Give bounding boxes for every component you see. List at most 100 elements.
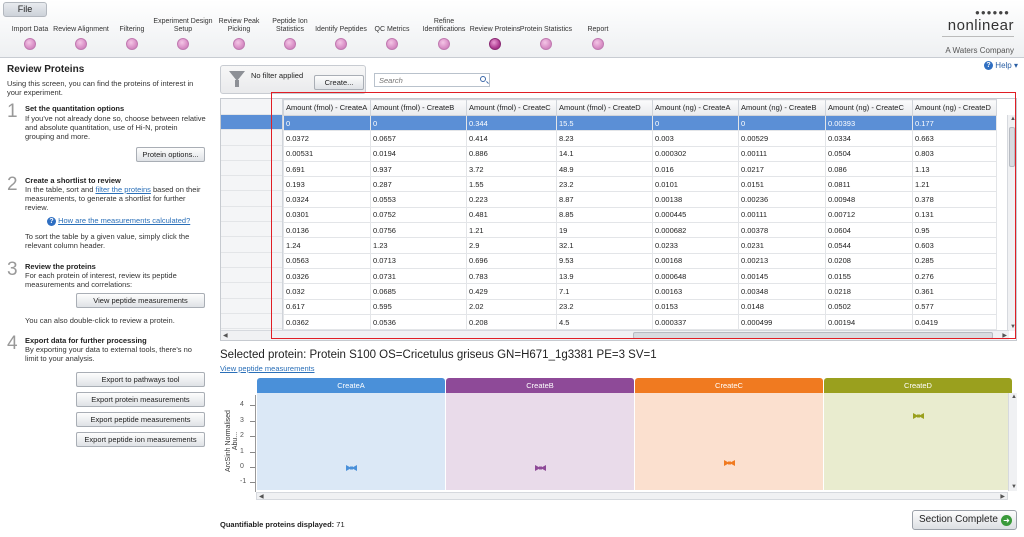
table-cell[interactable]: 0 — [370, 114, 467, 132]
create-filter-button[interactable]: Create... — [314, 75, 364, 90]
workflow-step[interactable]: Import Data — [0, 16, 60, 56]
table-cell[interactable]: 0.193 — [283, 176, 371, 193]
table-cell[interactable]: 0.0752 — [370, 206, 467, 224]
workflow-step[interactable]: Peptide Ion Statistics — [260, 16, 320, 56]
table-cell[interactable]: 0.603 — [912, 237, 997, 254]
scroll-up-icon[interactable]: ▲ — [1010, 116, 1016, 122]
table-cell[interactable]: 0.0101 — [652, 176, 739, 193]
vertical-scrollbar[interactable]: ▲ ▼ — [1007, 115, 1016, 331]
table-cell[interactable]: 0.000499 — [738, 313, 826, 331]
table-cell[interactable]: 0.0217 — [738, 160, 826, 178]
table-cell[interactable]: 7.1 — [556, 283, 653, 300]
workflow-step-dot[interactable] — [335, 38, 347, 50]
table-cell[interactable]: 0.0218 — [825, 283, 913, 300]
workflow-step[interactable]: Protein Statistics — [516, 16, 576, 56]
row-header-cell[interactable] — [221, 299, 282, 314]
table-cell[interactable]: 0.0563 — [283, 252, 371, 269]
search-input[interactable] — [375, 74, 475, 86]
table-cell[interactable]: 0 — [738, 114, 826, 132]
table-cell[interactable]: 0.0334 — [825, 130, 913, 147]
column-header[interactable]: Amount (fmol) - CreateA — [283, 99, 371, 116]
table-cell[interactable]: 0.000337 — [652, 313, 739, 331]
table-cell[interactable]: 0.00163 — [652, 283, 739, 300]
table-cell[interactable]: 0.0301 — [283, 206, 371, 224]
table-cell[interactable]: 1.13 — [912, 160, 997, 178]
table-cell[interactable]: 4.5 — [556, 313, 653, 331]
table-cell[interactable]: 0.00393 — [825, 114, 913, 132]
abundance-marker[interactable] — [346, 464, 357, 471]
table-cell[interactable]: 0.0756 — [370, 222, 467, 239]
column-header[interactable]: Amount (ng) - CreateD — [912, 99, 997, 116]
table-cell[interactable]: 0.378 — [912, 191, 997, 208]
table-cell[interactable]: 19 — [556, 222, 653, 239]
table-cell[interactable]: 0.0553 — [370, 191, 467, 208]
workflow-step-dot[interactable] — [75, 38, 87, 50]
row-header-cell[interactable] — [221, 222, 282, 238]
row-header-cell[interactable] — [221, 161, 282, 177]
table-cell[interactable]: 0.00111 — [738, 206, 826, 224]
table-cell[interactable]: 0.0231 — [738, 237, 826, 254]
workflow-step[interactable]: QC Metrics — [362, 16, 422, 56]
table-cell[interactable]: 14.1 — [556, 145, 653, 162]
table-cell[interactable]: 23.2 — [556, 176, 653, 193]
table-row[interactable]: 0.00531 0.0194 0.886 14.1 0.000302 0.00111 0.0… — [283, 145, 997, 162]
table-cell[interactable]: 3.72 — [466, 160, 557, 178]
how-calculated-link[interactable]: How are the measurements calculated? — [58, 216, 191, 225]
export-pathways-button[interactable]: Export to pathways tool — [76, 372, 205, 387]
table-cell[interactable]: 0.177 — [912, 114, 997, 132]
table-cell[interactable]: 0.000648 — [652, 267, 739, 285]
table-cell[interactable]: 1.21 — [466, 222, 557, 239]
table-cell[interactable]: 0.276 — [912, 267, 997, 285]
table-cell[interactable]: 1.24 — [283, 237, 371, 254]
workflow-step-dot[interactable] — [540, 38, 552, 50]
workflow-step-dot[interactable] — [177, 38, 189, 50]
table-cell[interactable]: 0.481 — [466, 206, 557, 224]
workflow-step[interactable]: Identify Peptides — [311, 16, 371, 56]
table-cell[interactable]: 0.691 — [283, 160, 371, 178]
table-cell[interactable]: 0.617 — [283, 298, 371, 315]
table-cell[interactable]: 0.0155 — [825, 267, 913, 285]
table-cell[interactable]: 0.783 — [466, 267, 557, 285]
column-header[interactable]: Amount (ng) - CreateB — [738, 99, 826, 116]
row-header-cell[interactable] — [221, 176, 282, 192]
table-cell[interactable]: 23.2 — [556, 298, 653, 315]
table-cell[interactable]: 0.886 — [466, 145, 557, 162]
column-header[interactable]: Amount (fmol) - CreateC — [466, 99, 557, 116]
table-cell[interactable]: 0.00531 — [283, 145, 371, 162]
table-cell[interactable]: 0.0148 — [738, 298, 826, 315]
table-cell[interactable]: 0.00194 — [825, 313, 913, 331]
table-cell[interactable]: 0.663 — [912, 130, 997, 147]
table-cell[interactable]: 1.23 — [370, 237, 467, 254]
row-header-cell[interactable] — [221, 130, 282, 146]
table-cell[interactable]: 0.0811 — [825, 176, 913, 193]
scroll-right-icon[interactable]: ▶ — [1002, 333, 1007, 339]
search-icon[interactable] — [480, 76, 486, 82]
table-row[interactable]: 0 0 0.344 15.5 0 0 0.00393 0.177 — [283, 114, 997, 132]
table-cell[interactable]: 0.00145 — [738, 267, 826, 285]
table-cell[interactable]: 0.0194 — [370, 145, 467, 162]
workflow-step[interactable]: Experiment Design Setup — [153, 16, 213, 56]
table-cell[interactable]: 0.361 — [912, 283, 997, 300]
table-cell[interactable]: 0.00378 — [738, 222, 826, 239]
workflow-step-dot[interactable] — [438, 38, 450, 50]
table-cell[interactable]: 0.0136 — [283, 222, 371, 239]
table-cell[interactable]: 2.9 — [466, 237, 557, 254]
column-header[interactable]: Amount (fmol) - CreateD — [556, 99, 653, 116]
table-cell[interactable]: 0.0151 — [738, 176, 826, 193]
table-row[interactable]: 0.0136 0.0756 1.21 19 0.000682 0.00378 0.0604 0… — [283, 222, 997, 239]
table-cell[interactable]: 0.208 — [466, 313, 557, 331]
table-cell[interactable]: 0.287 — [370, 176, 467, 193]
table-cell[interactable]: 0.0685 — [370, 283, 467, 300]
table-row[interactable]: 1.24 1.23 2.9 32.1 0.0233 0.0231 0.0544 0.603 — [283, 237, 997, 254]
plot-horizontal-scrollbar[interactable]: ◀ ▶ — [256, 492, 1008, 500]
table-row[interactable]: 0.0324 0.0553 0.223 8.87 0.00138 0.00236 0.009… — [283, 191, 997, 208]
table-row[interactable]: 0.0326 0.0731 0.783 13.9 0.000648 0.00145 0.01… — [283, 267, 997, 285]
table-cell[interactable]: 2.02 — [466, 298, 557, 315]
horizontal-scrollbar[interactable]: ◀ ▶ — [221, 330, 1009, 340]
file-menu-button[interactable]: File — [3, 2, 47, 17]
table-cell[interactable]: 0.95 — [912, 222, 997, 239]
scroll-down-icon[interactable]: ▼ — [1010, 324, 1016, 330]
row-header-cell[interactable] — [221, 146, 282, 161]
filter-proteins-link[interactable]: filter the proteins — [95, 185, 151, 194]
table-cell[interactable]: 0.344 — [466, 114, 557, 132]
